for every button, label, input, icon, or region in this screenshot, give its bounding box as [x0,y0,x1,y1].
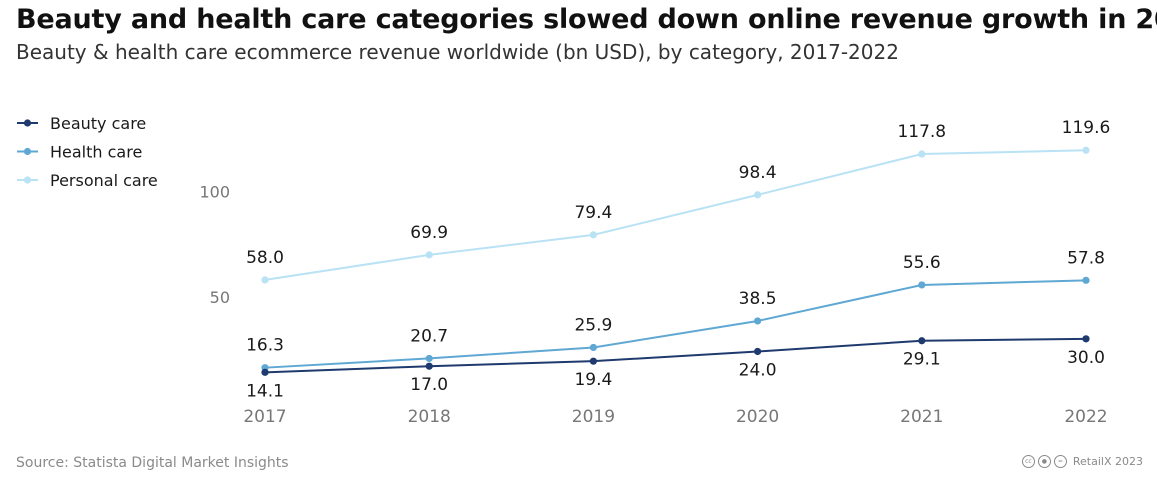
x-tick-label-2018: 2018 [408,407,451,427]
data-point-personal-care-2020 [754,191,762,199]
data-label-personal-care-2019: 79.4 [574,203,612,223]
data-point-health-care-2018 [425,354,433,363]
series-line-beauty-care [264,337,1087,374]
x-tick-label-2022: 2022 [1064,407,1107,427]
series-line-health-care [264,279,1087,369]
data-label-personal-care-2017: 58.0 [246,248,284,268]
data-label-health-care-2020: 38.5 [739,289,777,309]
nd-icon: = [1053,455,1067,468]
data-point-personal-care-2017 [261,276,269,284]
data-point-personal-care-2022 [1082,146,1090,154]
credit: cc ● = RetailX 2023 [1021,455,1143,468]
x-tick-label-2019: 2019 [572,407,615,427]
legend-label-health-care: Health care [50,143,142,162]
data-label-personal-care-2020: 98.4 [739,163,777,183]
data-point-beauty-care-2019 [589,357,598,365]
data-label-beauty-care-2019: 19.4 [574,370,612,390]
line-chart: 50 100 2017 2018 2019 2020 2021 2022 58.0 69.9 79.… [17,114,1111,427]
source-note: Source: Statista Digital Market Insights [16,455,289,471]
data-label-personal-care-2022: 119.6 [1062,118,1111,138]
data-label-health-care-2018: 20.7 [410,326,448,346]
data-point-health-care-2019 [589,343,598,352]
data-label-health-care-2021: 55.6 [903,253,941,273]
data-label-beauty-care-2021: 29.1 [903,350,941,370]
data-point-beauty-care-2020 [754,347,762,356]
data-point-beauty-care-2022 [1082,335,1090,343]
cc-icon: cc [1021,455,1035,468]
data-label-personal-care-2018: 69.9 [410,223,448,243]
data-label-health-care-2022: 57.8 [1067,248,1105,268]
data-point-personal-care-2021 [918,150,926,158]
legend-marker-health-care [23,147,32,156]
data-label-beauty-care-2018: 17.0 [410,375,448,395]
series-line-personal-care [264,149,1087,281]
data-point-beauty-care-2017 [261,368,269,376]
data-point-health-care-2022 [1082,276,1090,284]
by-icon: ● [1037,455,1051,468]
x-tick-label-2020: 2020 [736,407,779,427]
credit-text: RetailX 2023 [1072,455,1143,468]
data-point-beauty-care-2021 [918,337,926,345]
data-point-beauty-care-2018 [425,362,433,370]
x-tick-label-2021: 2021 [900,407,943,427]
data-label-beauty-care-2022: 30.0 [1067,348,1105,368]
data-point-health-care-2020 [754,317,762,325]
data-point-personal-care-2018 [425,251,433,259]
data-point-health-care-2021 [918,281,926,289]
legend-label-personal-care: Personal care [50,171,158,190]
chart-subtitle: Beauty & health care ecommerce revenue w… [16,40,899,64]
y-tick-label-50: 50 [210,288,230,307]
y-tick-label-100: 100 [199,183,230,202]
data-label-health-care-2019: 25.9 [574,315,612,335]
legend-marker-beauty-care [23,119,32,127]
data-label-beauty-care-2020: 24.0 [739,360,777,380]
legend-marker-personal-care [23,176,32,184]
data-label-beauty-care-2017: 14.1 [246,381,284,401]
data-point-personal-care-2019 [589,231,598,239]
data-label-health-care-2017: 16.3 [246,336,284,356]
chart-title: Beauty and health care categories slowed… [16,4,1157,35]
x-tick-label-2017: 2017 [243,407,286,427]
data-label-personal-care-2021: 117.8 [897,122,946,142]
legend-label-beauty-care: Beauty care [50,114,146,133]
